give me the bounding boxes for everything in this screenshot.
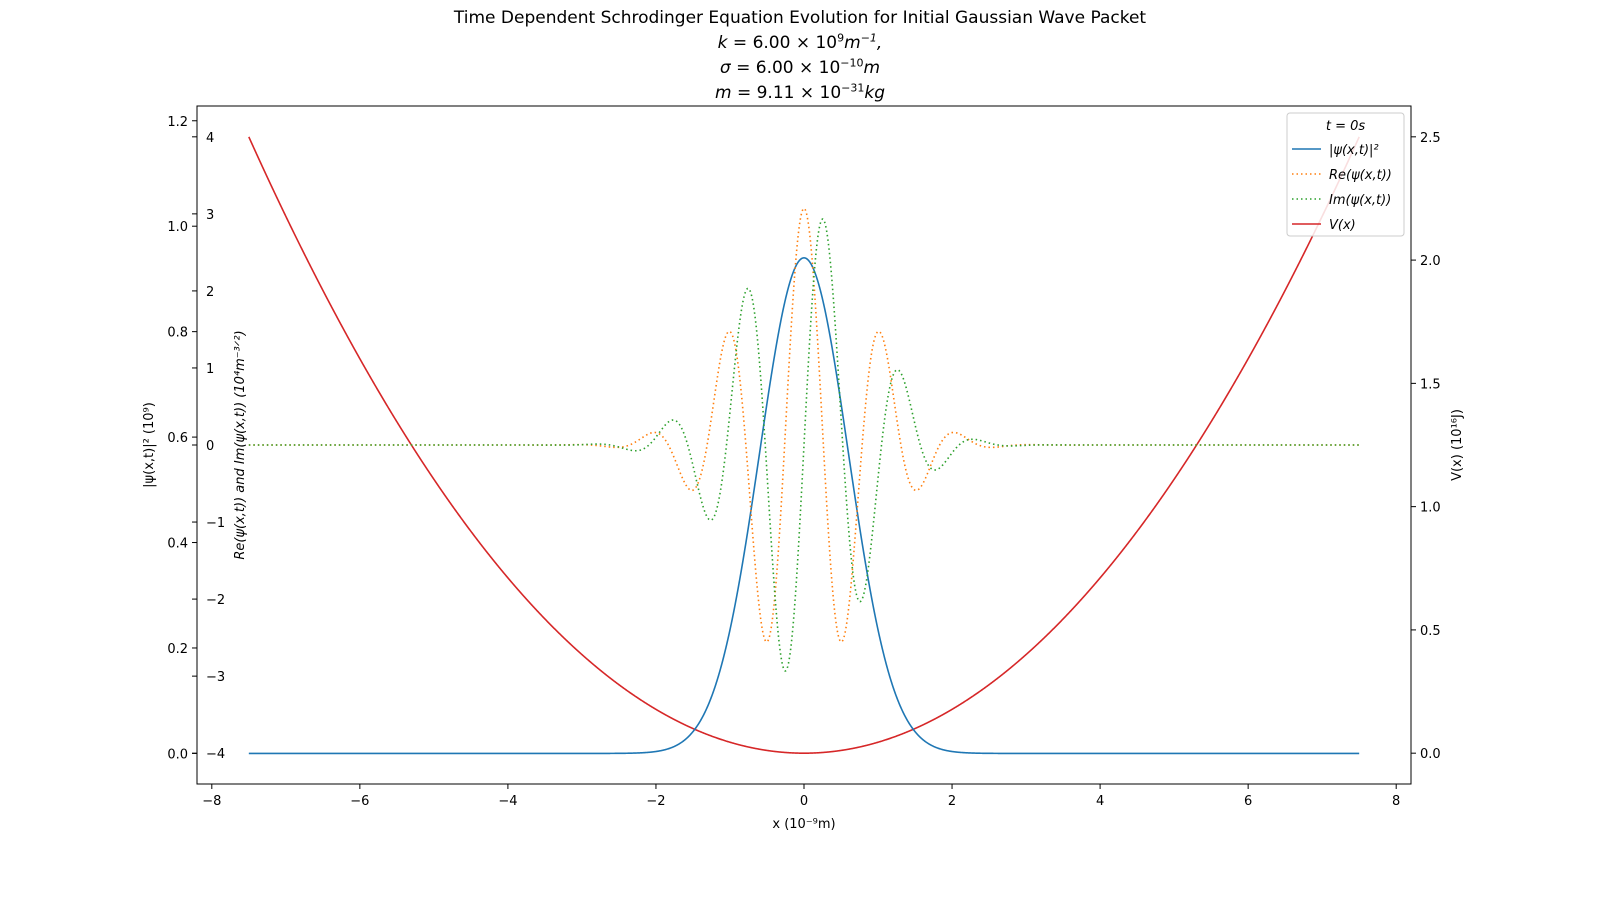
y-left-tick-label: 0.4 — [167, 537, 188, 552]
x-tick-label: −6 — [350, 794, 369, 809]
y-left2-tick-label: 2 — [206, 285, 214, 300]
y-left-tick-label: 0.6 — [167, 431, 188, 446]
x-tick-label: 8 — [1392, 794, 1400, 809]
y-right-tick-label: 1.5 — [1420, 377, 1441, 392]
y-left2-axis-label: Re(ψ(x,t)) and Im(ψ(x,t)) (10⁴m⁻³ᐟ²) — [233, 330, 248, 559]
x-tick-label: 2 — [948, 794, 956, 809]
subtitle-line-1: k = 6.00 × 109m−1, — [717, 31, 883, 53]
legend-label: Im(ψ(x,t)) — [1329, 193, 1391, 208]
series-line-1 — [248, 207, 1360, 643]
y-right-tick-label: 0.5 — [1420, 624, 1441, 639]
y-left2-tick-label: 4 — [206, 131, 214, 146]
legend-label: V(x) — [1329, 218, 1356, 233]
x-tick-label: 0 — [800, 794, 808, 809]
series-line-0 — [248, 257, 1360, 755]
x-tick-label: −8 — [202, 794, 221, 809]
y-left2-tick-label: −1 — [206, 516, 225, 531]
y-left-tick-label: 0.0 — [167, 747, 188, 762]
series-line-2 — [248, 218, 1360, 672]
y-left2-tick-label: 3 — [206, 208, 214, 223]
legend-box — [1286, 112, 1405, 237]
legend-title: t = 0s — [1326, 119, 1366, 134]
y-left-axis-label: |ψ(x,t)|² (10⁹) — [142, 402, 157, 488]
y-left2-tick-label: 0 — [206, 439, 214, 454]
y-left2-tick-label: 1 — [206, 362, 214, 377]
y-right-tick-label: 2.5 — [1420, 131, 1441, 146]
x-tick-label: −2 — [646, 794, 665, 809]
series-line-3 — [248, 136, 1360, 754]
x-tick-label: −4 — [498, 794, 517, 809]
y-left2-tick-label: −4 — [206, 747, 225, 762]
y-right-tick-label: 0.0 — [1420, 747, 1441, 762]
y-left-tick-label: 1.2 — [167, 115, 188, 130]
y-left-tick-label: 0.8 — [167, 326, 188, 341]
legend-label: |ψ(x,t)|² — [1329, 143, 1379, 158]
subtitle-line-2: σ = 6.00 × 10−10m — [719, 56, 881, 78]
x-tick-label: 6 — [1244, 794, 1252, 809]
y-right-axis-label: V(x) (10¹⁶J) — [1450, 409, 1465, 481]
y-left-tick-label: 0.2 — [167, 642, 188, 657]
chart-title: Time Dependent Schrodinger Equation Evol… — [453, 8, 1147, 28]
plot-frame — [196, 105, 1412, 785]
y-left2-tick-label: −2 — [206, 593, 225, 608]
y-right-tick-label: 2.0 — [1420, 254, 1441, 269]
y-left2-tick-label: −3 — [206, 670, 225, 685]
subtitle-line-3: m = 9.11 × 10−31kg — [714, 81, 886, 103]
x-tick-label: 4 — [1096, 794, 1104, 809]
legend-label: Re(ψ(x,t)) — [1329, 168, 1392, 183]
y-right-tick-label: 1.0 — [1420, 501, 1441, 516]
x-axis-label: x (10⁻⁹m) — [772, 817, 835, 832]
y-left-tick-label: 1.0 — [167, 220, 188, 235]
